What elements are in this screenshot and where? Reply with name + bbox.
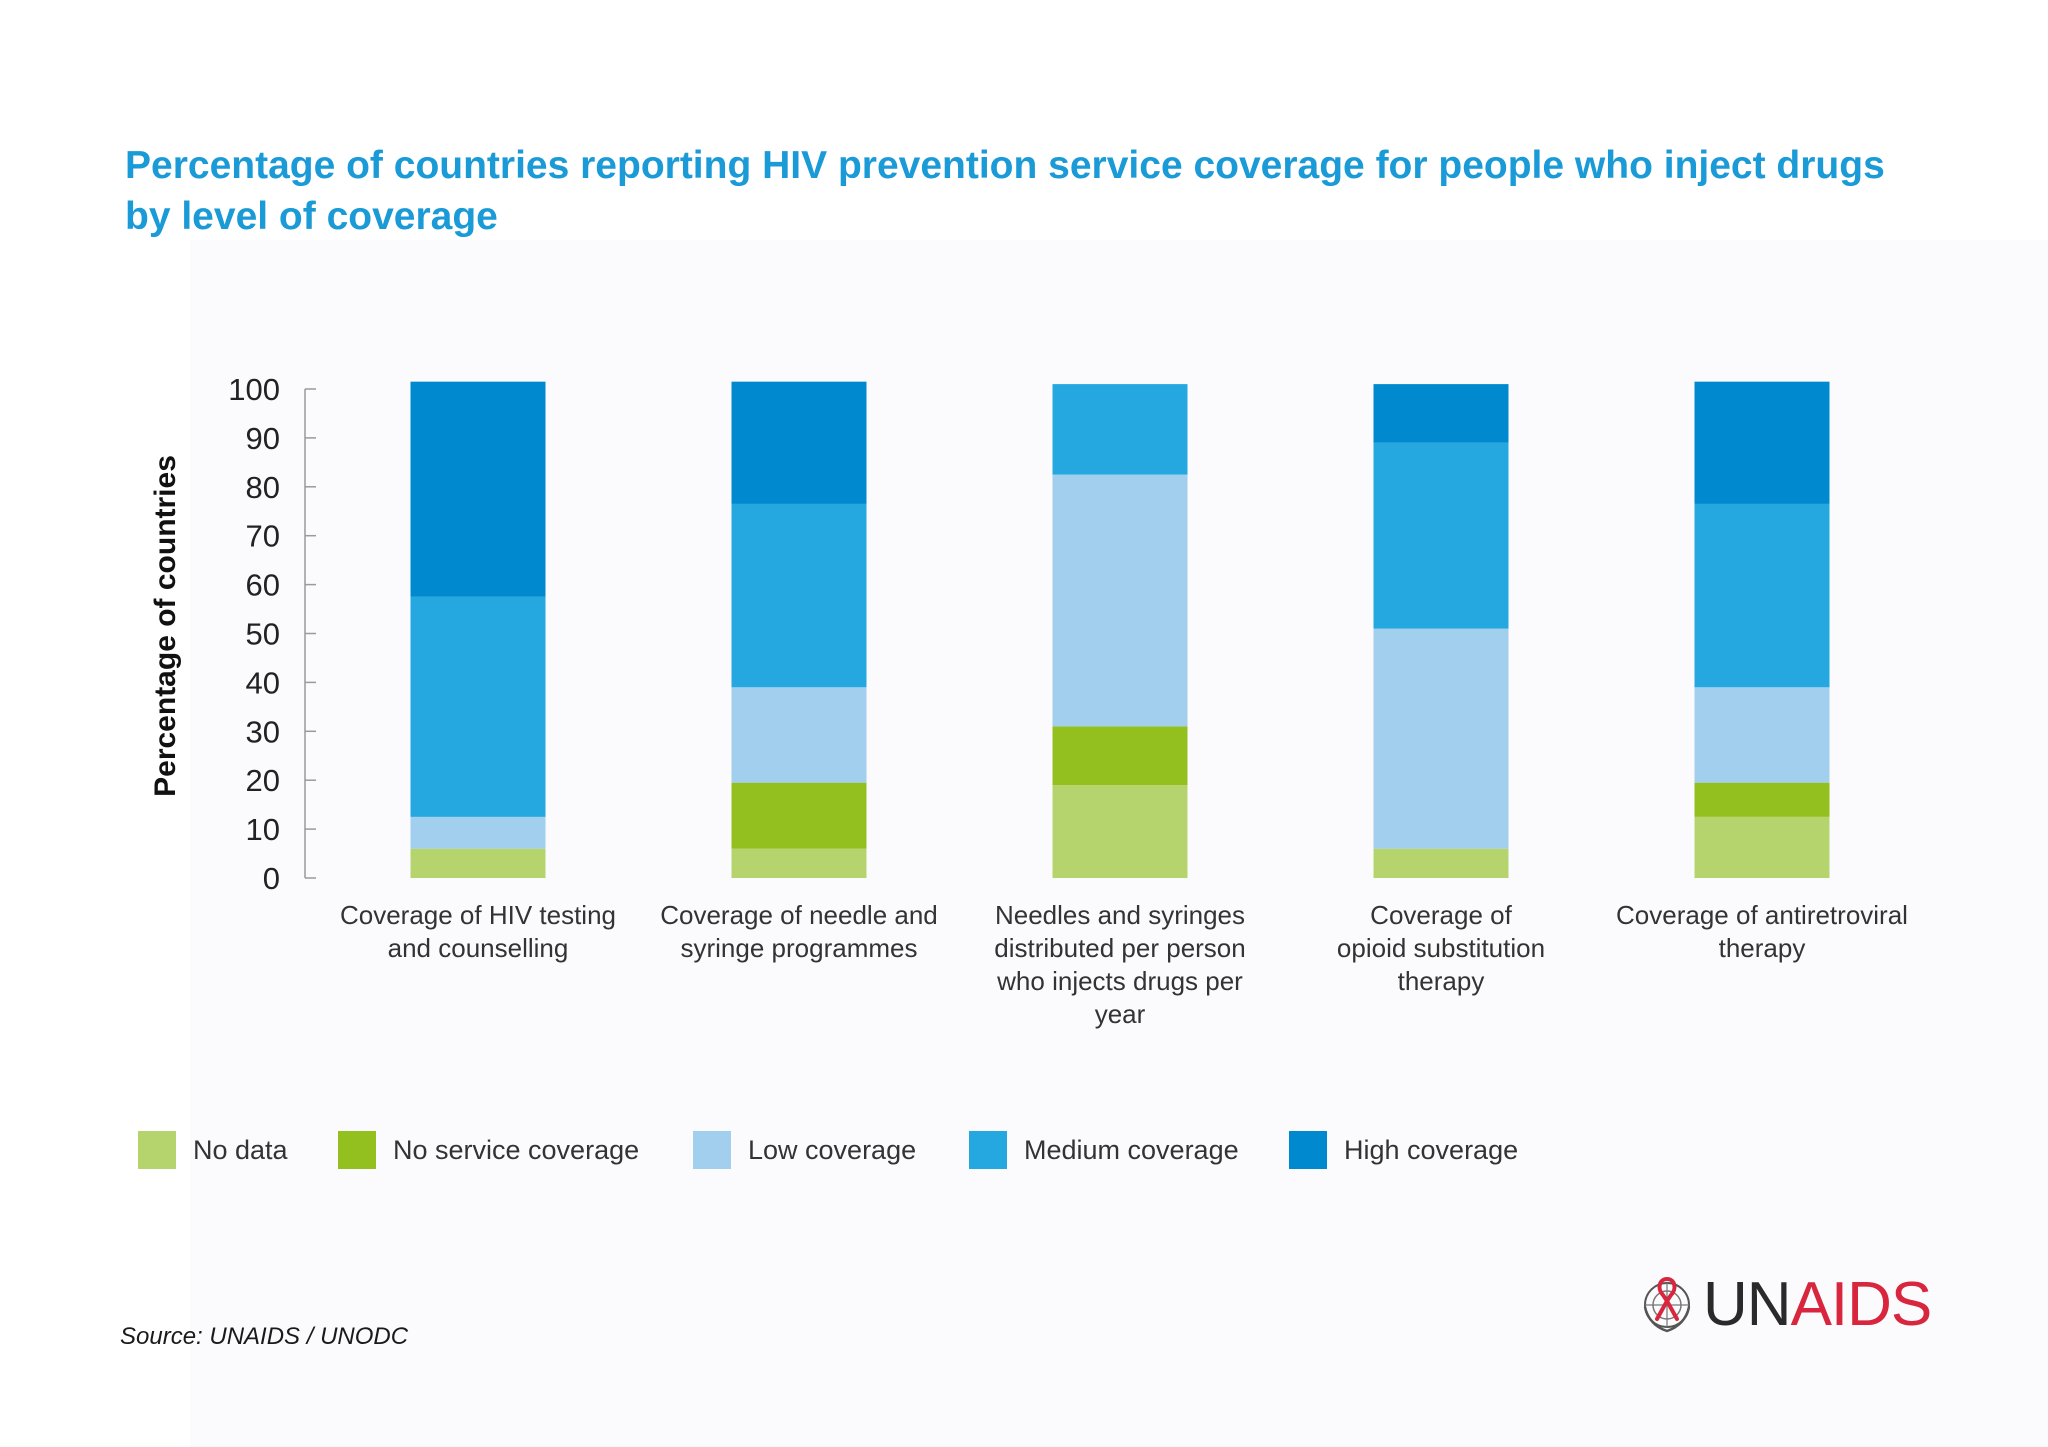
x-category-label: Needles and syringes [995,900,1245,930]
bar-segment [1373,442,1509,629]
bar-segment [1052,474,1188,727]
unaids-logo: UNAIDS [1635,1270,1933,1340]
x-category-label: Coverage of [1370,900,1512,930]
legend-item: Medium coverage [969,1127,1239,1173]
logo-text-aids: AIDS [1790,1270,1933,1339]
y-tick-label: 60 [246,568,280,603]
legend-item: No data [138,1127,288,1173]
bar-segment [731,848,867,878]
legend-swatch [693,1131,731,1169]
bar-segment [410,816,546,849]
legend-item: Low coverage [693,1127,916,1173]
bar-segment [1052,726,1188,786]
legend-swatch [138,1131,176,1169]
bar-segment [1694,503,1830,688]
y-tick-label: 80 [246,470,280,505]
y-tick-label: 30 [246,714,280,749]
legend-swatch [969,1131,1007,1169]
bar-segment [1694,816,1830,878]
y-tick-label: 100 [228,372,280,407]
bar-segment [1373,384,1509,443]
legend-label: No service coverage [393,1134,640,1165]
legend-label: Low coverage [748,1134,917,1165]
bar-segment [1373,628,1509,849]
x-category-label: Coverage of needle and [660,900,938,930]
chart-title: Percentage of countries reporting HIV pr… [125,144,1885,238]
legend-item: No service coverage [338,1127,639,1173]
bar-segment [410,596,546,817]
logo-text-un: UN [1703,1270,1792,1339]
legend-label: No data [193,1134,288,1165]
x-category-label: who injects drugs per [996,966,1243,996]
y-tick-label: 0 [263,861,280,896]
legend-swatch [1289,1131,1327,1169]
legend-label: High coverage [1344,1134,1519,1165]
bar-segment [731,381,867,504]
x-category-label: distributed per person [994,933,1245,963]
x-category-label: Coverage of HIV testing [340,900,616,930]
bar-segment [410,381,546,597]
legend-swatch [338,1131,376,1169]
bar-segment [1694,782,1830,817]
bar-segment [1052,785,1188,878]
legend-label: Medium coverage [1024,1134,1239,1165]
bar-segment [1373,848,1509,878]
x-category-label: therapy [1719,933,1806,963]
x-category-label: year [1095,999,1146,1029]
bar-segment [1052,384,1188,475]
y-tick-label: 50 [246,617,280,652]
y-tick-label: 40 [246,665,280,700]
bar-segment [731,687,867,783]
x-category-label: and counselling [388,933,569,963]
bar-segment [410,848,546,878]
bar-segment [1694,381,1830,504]
y-tick-label: 70 [246,519,280,554]
un-emblem-icon [1643,1276,1691,1333]
bar-segment [1694,687,1830,783]
x-category-label: syringe programmes [681,933,918,963]
chart-legend: No data No service coverage Low coverage Me… [0,1127,2048,1173]
y-axis-title: Percentage of countries [149,455,182,797]
y-tick-label: 20 [246,763,280,798]
legend-item: High coverage [1289,1127,1518,1173]
bar-segment [731,782,867,849]
x-category-label: Coverage of antiretroviral [1616,900,1908,930]
y-tick-label: 90 [246,421,280,456]
source-note: Source: UNAIDS / UNODC [120,1323,409,1350]
bar-segment [731,503,867,688]
y-tick-label: 10 [246,812,280,847]
x-category-label: therapy [1398,966,1485,996]
x-category-label: opioid substitution [1337,933,1545,963]
